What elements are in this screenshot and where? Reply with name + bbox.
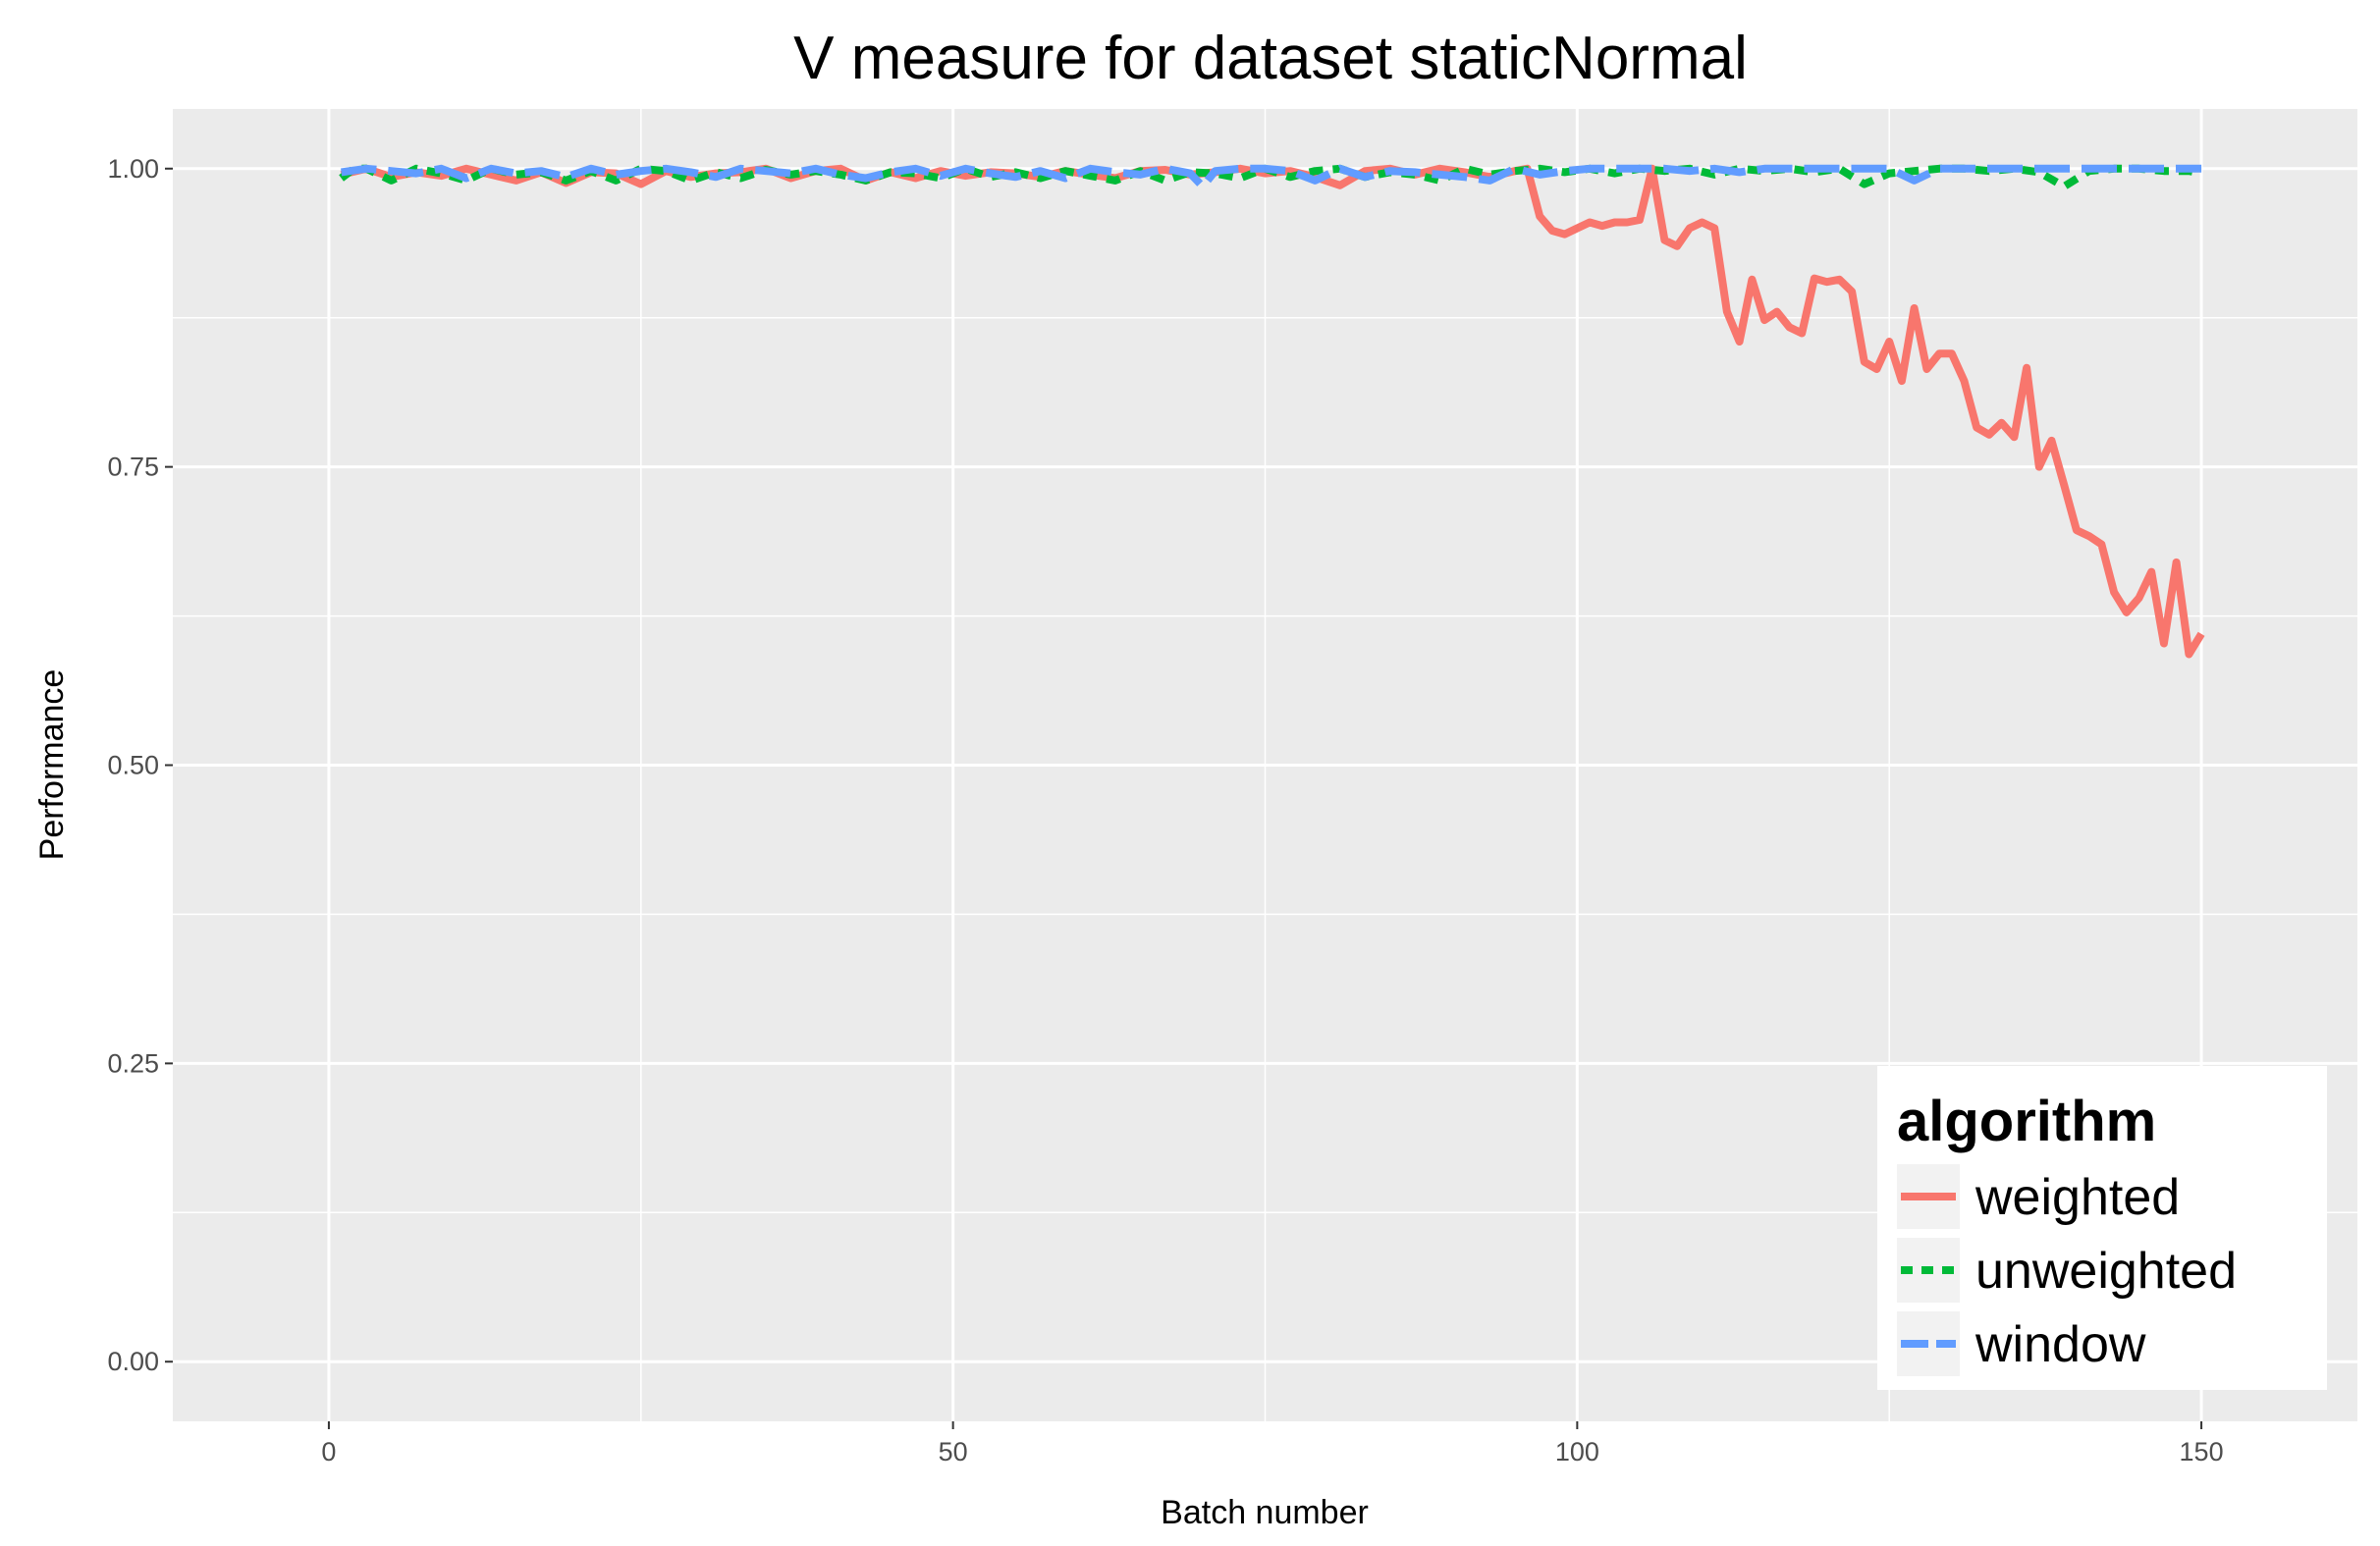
legend: algorithm weighted unweighted window [1877, 1066, 2327, 1390]
x-tick-label: 150 [2180, 1437, 2224, 1466]
y-tick-label: 0.50 [107, 751, 159, 780]
legend-label-weighted: weighted [1974, 1169, 2180, 1226]
axes: 0 50 100 150 0.00 0.25 0.50 0.75 1.00 [107, 154, 2223, 1466]
y-tick-label: 0.25 [107, 1048, 159, 1078]
x-axis-title: Batch number [1161, 1494, 1369, 1531]
y-tick-label: 0.75 [107, 453, 159, 482]
y-tick-label: 1.00 [107, 154, 159, 184]
legend-title: algorithm [1897, 1090, 2156, 1153]
x-tick-label: 0 [321, 1437, 336, 1466]
legend-label-window: window [1974, 1316, 2146, 1373]
series-layer [339, 164, 2205, 659]
series-line-window [341, 164, 2202, 190]
legend-items: weighted unweighted window [1897, 1164, 2237, 1376]
x-tick-label: 50 [939, 1437, 968, 1466]
y-tick-label: 0.00 [107, 1347, 159, 1376]
chart-title: V measure for dataset staticNormal [793, 25, 1748, 92]
y-axis-title: Performance [33, 669, 71, 861]
x-tick-label: 100 [1555, 1437, 1599, 1466]
legend-label-unweighted: unweighted [1975, 1243, 2237, 1300]
